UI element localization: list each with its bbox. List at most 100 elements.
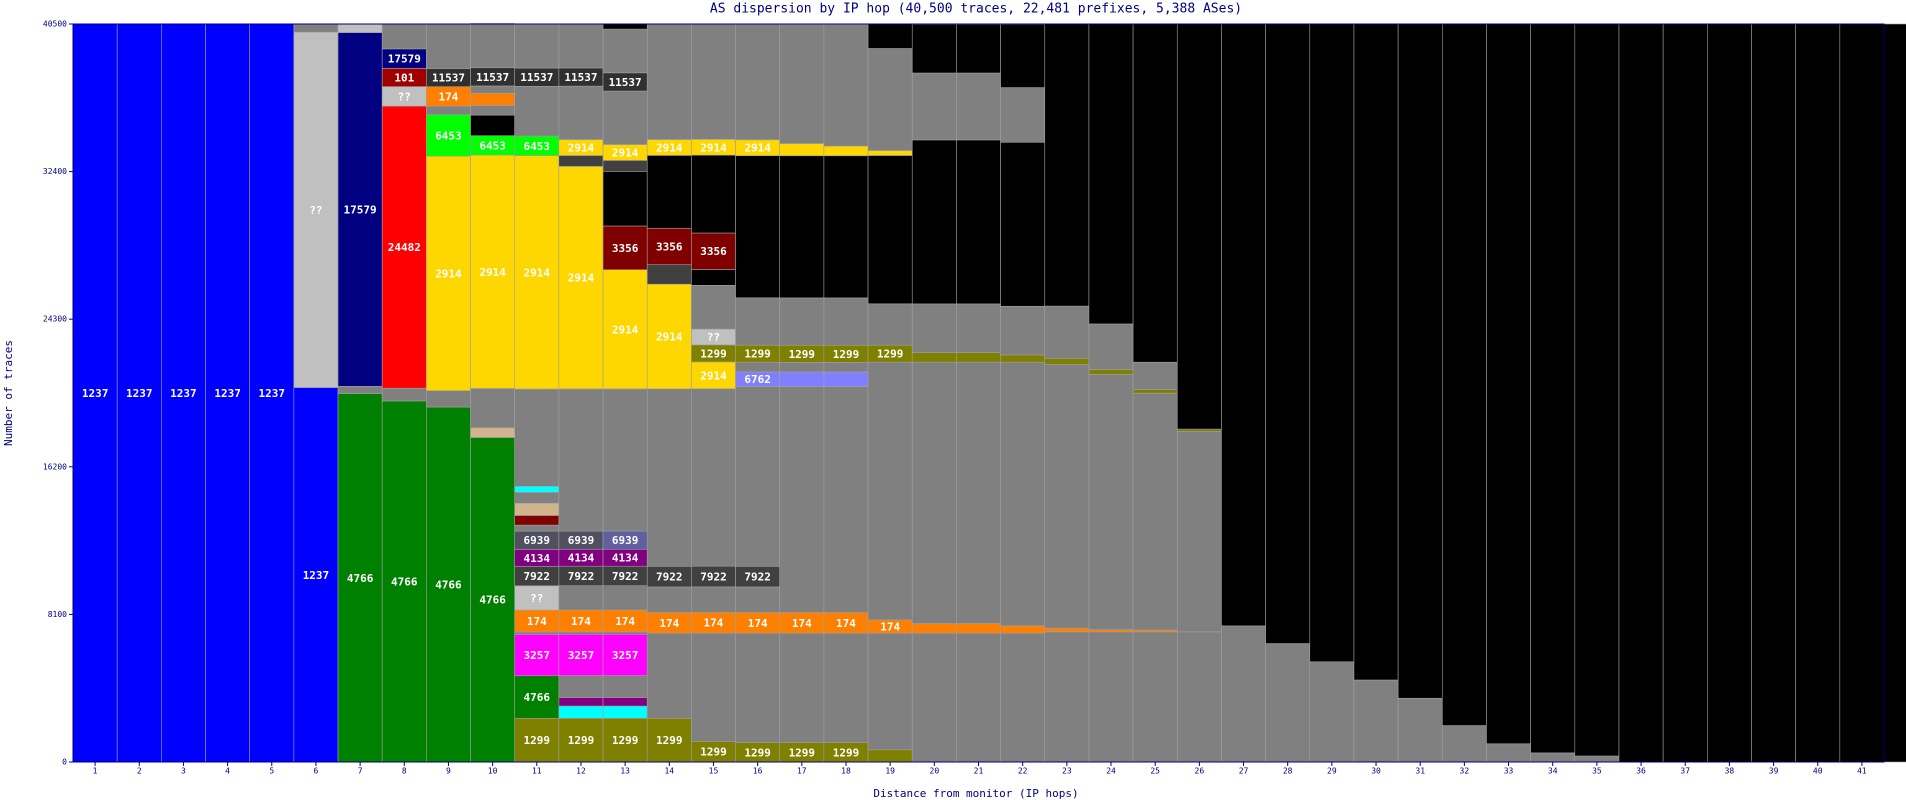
segment-label: 7922 xyxy=(744,571,771,584)
x-tick-label: 37 xyxy=(1680,767,1690,776)
segment xyxy=(1441,725,1487,763)
x-tick-label: 25 xyxy=(1150,767,1160,776)
segment-label: 3257 xyxy=(568,649,595,662)
y-axis-label: Number of traces xyxy=(2,340,15,446)
segment xyxy=(1088,631,1134,763)
segment-label: 1299 xyxy=(744,746,771,759)
segment-label: 174 xyxy=(704,617,724,630)
x-tick-label: 8 xyxy=(402,767,407,776)
segment-label: 1299 xyxy=(700,347,727,360)
segment xyxy=(1088,23,1134,325)
segment xyxy=(867,155,913,305)
segment xyxy=(1265,23,1311,644)
x-tick-label: 22 xyxy=(1018,767,1028,776)
segment xyxy=(1574,755,1620,763)
segment xyxy=(779,361,825,373)
segment-label: ?? xyxy=(309,204,322,217)
segment xyxy=(735,155,781,299)
segment xyxy=(956,139,1001,305)
segment xyxy=(558,388,604,532)
segment-label: 4134 xyxy=(568,552,595,565)
segment xyxy=(1088,369,1134,375)
segment-label: ?? xyxy=(530,592,543,605)
segment xyxy=(1088,323,1134,370)
segment-label: 1299 xyxy=(833,746,860,759)
segment-label: 3257 xyxy=(612,649,639,662)
segment xyxy=(779,24,825,144)
segment xyxy=(911,303,957,353)
segment-label: 7922 xyxy=(524,570,551,583)
segment xyxy=(602,90,648,145)
segment xyxy=(558,675,604,698)
segment-label: 4766 xyxy=(391,575,418,588)
segment xyxy=(1000,625,1046,634)
segment xyxy=(426,114,471,157)
x-tick-label: 41 xyxy=(1857,767,1867,776)
segment xyxy=(602,225,648,271)
segment xyxy=(293,23,339,33)
segment xyxy=(470,427,516,438)
x-tick-label: 40 xyxy=(1813,767,1823,776)
segment xyxy=(823,361,869,373)
segment xyxy=(470,437,516,763)
segment xyxy=(337,393,383,763)
segment xyxy=(867,48,913,151)
segment xyxy=(514,524,560,532)
segment-label: 3356 xyxy=(656,240,683,253)
segment xyxy=(1353,23,1399,681)
segment xyxy=(956,352,1001,363)
segment xyxy=(867,749,913,763)
segment xyxy=(1751,23,1796,763)
segment xyxy=(691,586,736,613)
segment xyxy=(470,23,516,69)
x-tick-label: 20 xyxy=(930,767,940,776)
segment-label: 6453 xyxy=(479,139,506,152)
segment xyxy=(735,386,781,567)
segment xyxy=(823,632,869,743)
segment-label: 174 xyxy=(439,90,459,103)
segment xyxy=(646,717,692,763)
segment xyxy=(779,632,825,743)
segment-label: 174 xyxy=(880,621,900,634)
segment xyxy=(1662,23,1708,763)
segment xyxy=(691,154,736,234)
segment xyxy=(1132,361,1178,390)
segment xyxy=(558,166,604,390)
segment xyxy=(602,388,648,532)
segment xyxy=(1000,24,1046,88)
segment xyxy=(1397,697,1443,763)
segment xyxy=(956,361,1001,624)
segment xyxy=(470,154,516,389)
segment xyxy=(1530,23,1576,754)
x-tick-label: 33 xyxy=(1504,767,1514,776)
segment-label: 2914 xyxy=(568,142,595,155)
segment xyxy=(735,297,781,346)
segment-label: 7922 xyxy=(568,570,595,583)
segment xyxy=(1176,23,1222,430)
segment xyxy=(514,86,560,137)
segment xyxy=(1176,631,1222,763)
segment xyxy=(823,297,869,346)
segment xyxy=(646,586,692,613)
segment xyxy=(1265,643,1311,763)
segment-label: 4766 xyxy=(479,594,506,607)
x-tick-label: 7 xyxy=(358,767,363,776)
segment-label: 101 xyxy=(394,71,414,84)
segment xyxy=(602,28,648,74)
segment xyxy=(558,85,604,140)
segment xyxy=(867,23,913,49)
segment-label: 1299 xyxy=(612,734,639,747)
segment xyxy=(602,675,648,698)
segment xyxy=(1044,364,1090,629)
segment-label: 4134 xyxy=(524,552,551,565)
segment-label: 2914 xyxy=(479,266,506,279)
segment xyxy=(867,303,913,346)
segment-label: 2914 xyxy=(612,146,639,159)
segment-label: 174 xyxy=(792,617,812,630)
segment xyxy=(1044,305,1090,359)
segment xyxy=(337,32,383,387)
segment xyxy=(735,586,781,613)
segment xyxy=(1574,23,1620,757)
segment-label: 2914 xyxy=(656,331,683,344)
